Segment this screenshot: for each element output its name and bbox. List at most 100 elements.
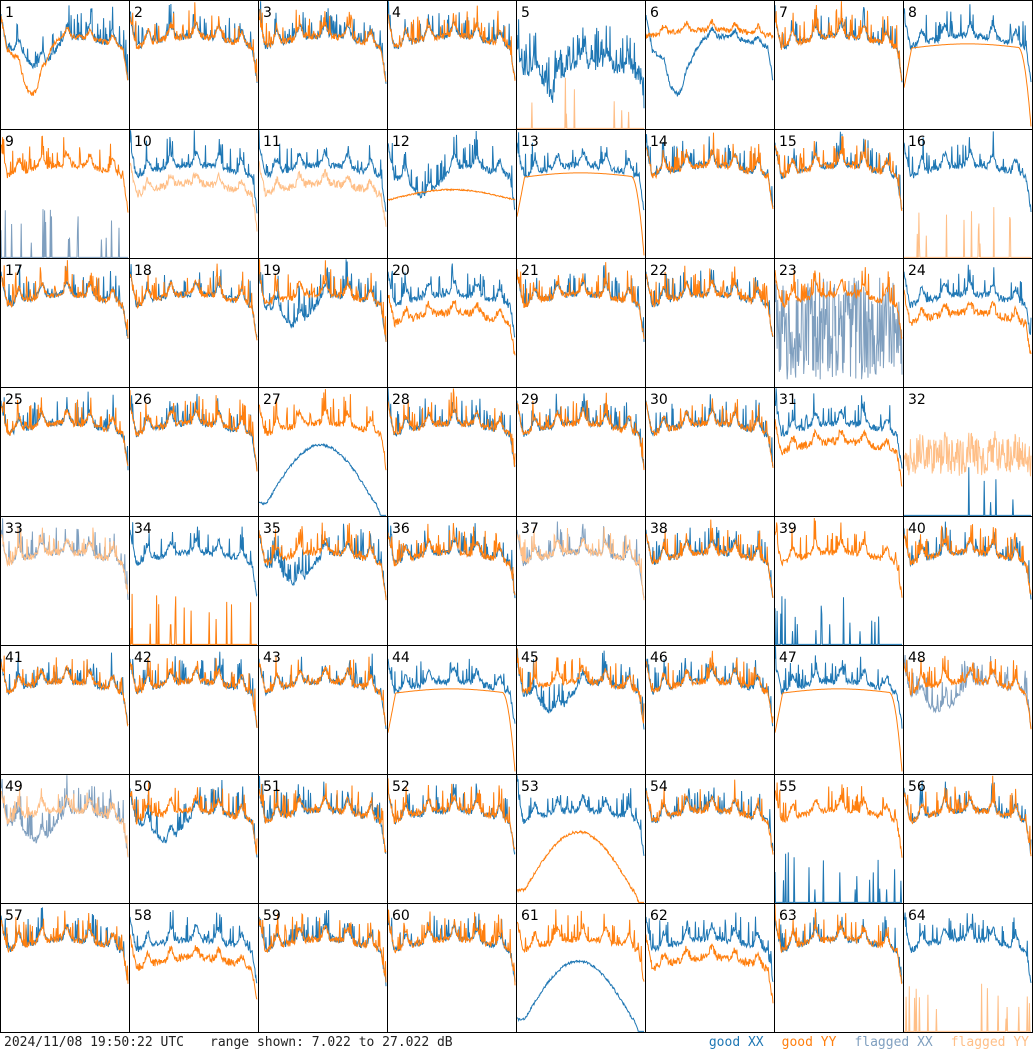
panel: 31 — [774, 387, 904, 517]
xx-series-line — [258, 130, 387, 212]
yy-series-line — [774, 904, 903, 985]
yy-series-line — [258, 160, 387, 227]
legend-tag: XX — [917, 1035, 933, 1050]
yy-series-line — [774, 267, 903, 339]
xx-series-line — [129, 130, 258, 214]
panel-label: 6 — [650, 5, 659, 21]
xx-series-line — [645, 14, 774, 97]
panel: 42 — [129, 645, 259, 775]
yy-series-line — [129, 390, 258, 472]
yy-series-line — [258, 389, 387, 471]
panel-label: 4 — [392, 5, 401, 21]
panel-label: 25 — [5, 392, 23, 408]
yy-series-line — [904, 983, 1031, 1032]
yy-series-line — [129, 162, 258, 232]
xx-series-line — [258, 443, 386, 516]
panel-label: 20 — [392, 263, 410, 279]
panel: 54 — [645, 774, 775, 904]
panel-label: 32 — [908, 392, 926, 408]
panel: 32 — [903, 387, 1033, 517]
panel: 48 — [903, 645, 1033, 775]
legend-entry: good YY — [782, 1035, 837, 1050]
panel: 35 — [258, 516, 388, 646]
panel: 56 — [903, 774, 1033, 904]
panel-label: 54 — [650, 779, 668, 795]
panel-label: 41 — [5, 650, 23, 666]
yy-series-line — [129, 263, 258, 341]
yy-series-line — [0, 527, 129, 595]
yy-series-line — [516, 172, 645, 256]
panel-label: 37 — [521, 521, 539, 537]
yy-series-line — [516, 829, 644, 903]
yy-series-line — [774, 517, 903, 598]
panel: 44 — [387, 645, 517, 775]
panel-frame — [516, 0, 646, 130]
panel: 28 — [387, 387, 517, 517]
legend-tag: YY — [1013, 1035, 1029, 1050]
yy-series-line — [903, 524, 1032, 595]
xx-series-line — [774, 852, 902, 903]
yy-series-line — [903, 43, 1032, 127]
panel: 16 — [903, 129, 1033, 259]
yy-series-line — [516, 392, 645, 471]
panel: 43 — [258, 645, 388, 775]
panel: 60 — [387, 903, 517, 1033]
panel: 46 — [645, 645, 775, 775]
xx-series-line — [774, 646, 903, 729]
xx-series-line — [903, 264, 1032, 335]
yy-series-line — [0, 260, 129, 339]
panel: 53 — [516, 774, 646, 904]
panel-label: 55 — [779, 779, 797, 795]
panel: 18 — [129, 258, 259, 388]
yy-series-line — [0, 397, 129, 467]
panel: 21 — [516, 258, 646, 388]
panel-label: 11 — [263, 134, 281, 150]
panel: 30 — [645, 387, 775, 517]
xx-series-line — [129, 3, 258, 83]
xx-series-line — [774, 596, 902, 645]
panel: 2 — [129, 0, 259, 130]
yy-series-line — [516, 262, 645, 339]
legend-word: flagged — [950, 1035, 1014, 1050]
panel-label: 3 — [263, 5, 272, 21]
panel-label: 22 — [650, 263, 668, 279]
yy-series-line — [516, 647, 645, 724]
yy-series-line — [0, 15, 129, 96]
yy-series-line — [387, 5, 516, 81]
panel-label: 53 — [521, 779, 539, 795]
yy-series-line — [258, 259, 387, 342]
yy-series-line — [903, 655, 1032, 730]
panel: 49 — [0, 774, 130, 904]
xx-series-line — [645, 394, 774, 467]
panel-label: 48 — [908, 650, 926, 666]
yy-series-line — [258, 912, 387, 983]
panel-label: 13 — [521, 134, 539, 150]
panel-label: 21 — [521, 263, 539, 279]
yy-series-line — [774, 419, 903, 487]
panel: 37 — [516, 516, 646, 646]
panel-label: 63 — [779, 908, 797, 924]
yy-series-line — [129, 657, 258, 729]
yy-series-line — [645, 650, 774, 724]
panel-label: 2 — [134, 5, 143, 21]
yy-series-line — [129, 782, 258, 855]
panel: 6 — [645, 0, 775, 130]
legend-tag: XX — [747, 1035, 764, 1050]
panel: 63 — [774, 903, 904, 1033]
panel: 23 — [774, 258, 904, 388]
yy-series-line — [387, 909, 516, 986]
panel-label: 17 — [5, 263, 23, 279]
yy-series-line — [516, 527, 645, 601]
yy-series-line — [0, 910, 129, 984]
legend-word: good — [708, 1035, 748, 1050]
xx-series-line — [129, 910, 258, 984]
panel: 39 — [774, 516, 904, 646]
panel-label: 58 — [134, 908, 152, 924]
yy-series-line — [387, 187, 516, 202]
panel: 20 — [387, 258, 517, 388]
panel-label: 51 — [263, 779, 281, 795]
panel: 10 — [129, 129, 259, 259]
panel-label: 26 — [134, 392, 152, 408]
panel: 61 — [516, 903, 646, 1033]
panel: 64 — [903, 903, 1033, 1033]
